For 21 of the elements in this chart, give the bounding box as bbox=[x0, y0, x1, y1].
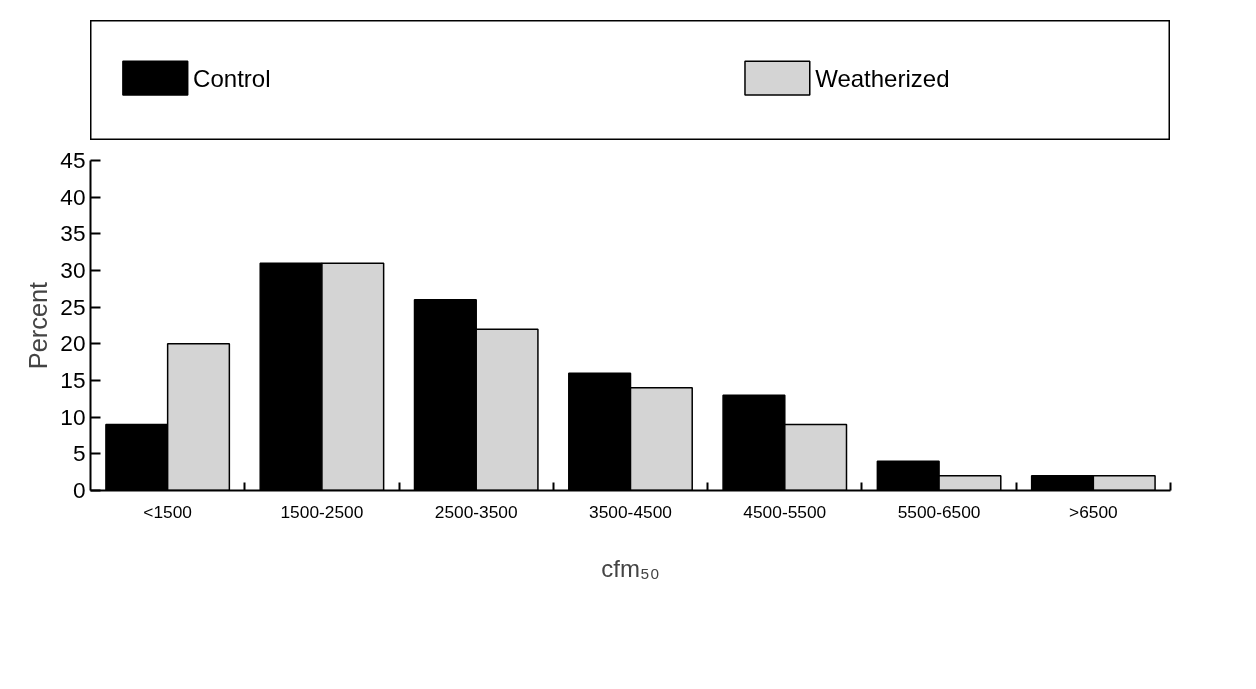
y-tick-label: 20 bbox=[60, 330, 86, 357]
x-tick-label: <1500 bbox=[143, 501, 192, 522]
y-tick-label: 10 bbox=[60, 403, 86, 430]
y-tick-label: 15 bbox=[60, 367, 86, 393]
x-tick-label: 3500-4500 bbox=[589, 501, 672, 522]
x-axis-title: cfm₅₀ bbox=[601, 554, 660, 582]
y-tick-label: 35 bbox=[60, 220, 86, 247]
x-tick-label: 2500-3500 bbox=[434, 501, 518, 522]
x-tick-label: 1500-2500 bbox=[280, 501, 364, 522]
y-tick-label: 5 bbox=[72, 440, 86, 467]
legend-label: Weatherized bbox=[815, 64, 950, 92]
x-tick-label: 4500-5500 bbox=[743, 501, 827, 522]
y-tick-label: 25 bbox=[60, 293, 86, 320]
y-tick-label: 0 bbox=[72, 477, 86, 503]
y-axis-title: Percent bbox=[24, 281, 53, 370]
y-tick-label: 30 bbox=[60, 257, 86, 283]
x-tick-label: >6500 bbox=[1069, 501, 1118, 522]
legend-label: Control bbox=[193, 64, 271, 92]
y-tick-label: 45 bbox=[60, 147, 86, 173]
y-tick-label: 40 bbox=[60, 183, 86, 210]
x-tick-label: 5500-6500 bbox=[897, 501, 981, 522]
